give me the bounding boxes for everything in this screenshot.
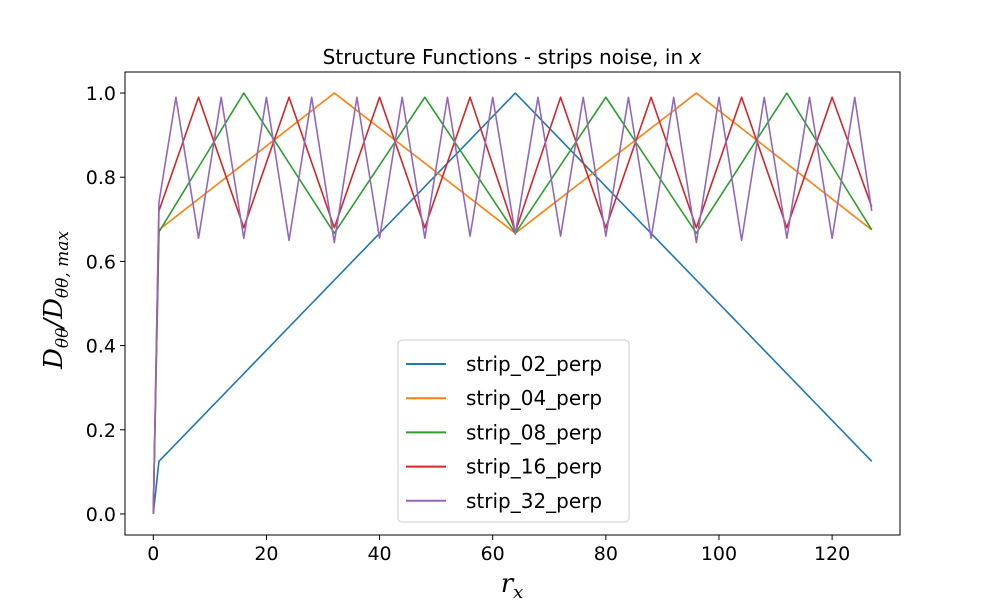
y-tick-label: 1.0 <box>86 83 116 105</box>
chart-title: Structure Functions - strips noise, in x <box>323 45 702 69</box>
plot-lines <box>152 92 873 515</box>
legend-label-strip_16_perp: strip_16_perp <box>466 455 602 479</box>
x-axis-ticks: 0 20 40 60 80 100 120 <box>147 535 850 565</box>
y-tick-label: 0.2 <box>86 420 116 442</box>
x-tick-label: 60 <box>481 543 505 565</box>
legend-label-strip_32_perp: strip_32_perp <box>466 489 602 513</box>
y-tick-label: 0.8 <box>86 167 116 189</box>
legend-label-strip_08_perp: strip_08_perp <box>466 420 602 444</box>
legend-box <box>397 339 630 523</box>
x-tick-label: 120 <box>814 543 850 565</box>
x-tick-label: 20 <box>254 543 278 565</box>
y-tick-label: 0.6 <box>86 251 116 273</box>
axes-frame <box>124 71 901 536</box>
x-tick-label: 40 <box>367 543 391 565</box>
legend-label-strip_04_perp: strip_04_perp <box>466 386 602 410</box>
x-axis-label: rx <box>501 569 524 600</box>
legend-label-strip_02_perp: strip_02_perp <box>466 352 602 376</box>
axes-border <box>124 71 901 536</box>
y-axis-label: Dθθ/Dθθ, max <box>39 231 73 370</box>
x-tick-label: 0 <box>147 543 159 565</box>
y-tick-label: 0.0 <box>86 504 116 526</box>
series-line-strip_32_perp <box>152 96 873 514</box>
legend: strip_02_perp strip_04_perp strip_08_perps… <box>397 339 630 523</box>
series-line-strip_02_perp <box>152 92 873 515</box>
y-tick-label: 0.4 <box>86 336 116 358</box>
x-tick-label: 80 <box>594 543 618 565</box>
y-axis-ticks: 0.0 0.2 0.4 0.6 0.8 1.0 <box>86 83 125 526</box>
x-tick-label: 100 <box>701 543 737 565</box>
